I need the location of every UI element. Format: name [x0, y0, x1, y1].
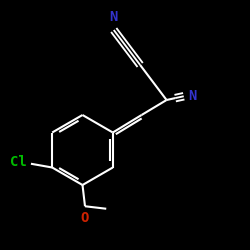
Text: N: N [188, 89, 196, 103]
Text: Cl: Cl [10, 156, 26, 170]
Text: N: N [110, 10, 118, 24]
Text: O: O [81, 211, 89, 225]
